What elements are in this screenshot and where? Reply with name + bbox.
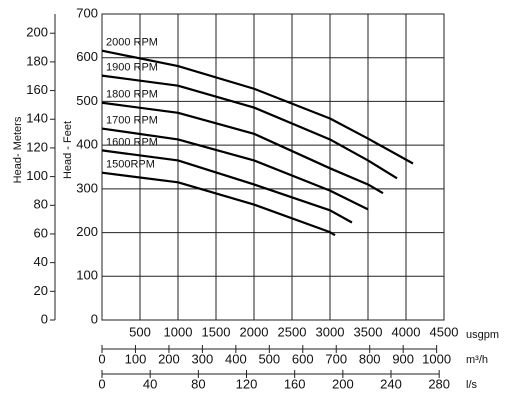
x-tick-label: 500	[129, 324, 151, 339]
x2-tick-label: 400	[225, 351, 247, 366]
x-tick-label: 1500	[202, 324, 231, 339]
x-axis-title: usgpm	[466, 329, 499, 341]
x-tick-label: 2000	[240, 324, 269, 339]
y2-tick-label: 200	[26, 25, 48, 40]
curve-label: 1900 RPM	[106, 62, 158, 74]
curve	[101, 149, 353, 224]
y-tick-label: 600	[76, 49, 98, 64]
x2-tick-label: 600	[292, 351, 314, 366]
y2-tick-label: 0	[41, 311, 48, 326]
x-tick-label: 1000	[164, 324, 193, 339]
y2-tick-label: 80	[34, 197, 48, 212]
x2-tick-label: 1000	[422, 351, 451, 366]
y-tick-label: 0	[91, 311, 98, 326]
x2-tick-label: 300	[192, 351, 214, 366]
x2-tick-label: 500	[258, 351, 280, 366]
x3-tick-label: 280	[428, 376, 450, 391]
x2-tick-label: 800	[359, 351, 381, 366]
x2-tick-label: 0	[98, 351, 105, 366]
curve	[101, 127, 369, 211]
y2-tick-label: 180	[26, 53, 48, 68]
curve-label: 1700 RPM	[106, 114, 158, 126]
x-tick-label: 2500	[278, 324, 307, 339]
y-axis-title: Head - Feet	[62, 121, 74, 179]
x-tick-label: 3500	[354, 324, 383, 339]
x3-tick-label: 200	[332, 376, 354, 391]
x3-tick-label: 120	[236, 376, 258, 391]
y-tick-label: 500	[76, 93, 98, 108]
x3-tick-label: 40	[143, 376, 157, 391]
x3-tick-label: 160	[284, 376, 306, 391]
y2-tick-label: 160	[26, 82, 48, 97]
y2-tick-label: 140	[26, 111, 48, 126]
y2-tick-label: 40	[34, 254, 48, 269]
curve-label: 2000 RPM	[106, 37, 158, 49]
x3-tick-label: 240	[380, 376, 402, 391]
y2-tick-label: 100	[26, 168, 48, 183]
x2-tick-label: 200	[158, 351, 180, 366]
y-tick-label: 300	[76, 180, 98, 195]
x3-axis-title: l/s	[466, 379, 478, 391]
y2-tick-label: 60	[34, 225, 48, 240]
curve-label: 1600 RPM	[106, 136, 158, 148]
x2-tick-label: 900	[392, 351, 414, 366]
x3-tick-label: 0	[98, 376, 105, 391]
curve	[101, 101, 384, 195]
curve-label: 1500RPM	[106, 159, 155, 171]
curve	[101, 171, 336, 237]
y2-tick-label: 120	[26, 139, 48, 154]
x2-tick-label: 700	[325, 351, 347, 366]
curve	[101, 74, 398, 180]
y-tick-label: 200	[76, 224, 98, 239]
x2-tick-label: 100	[125, 351, 147, 366]
y2-axis-title: Head- Meters	[12, 116, 24, 183]
x3-tick-label: 80	[191, 376, 205, 391]
y-tick-label: 400	[76, 137, 98, 152]
x-tick-label: 4500	[430, 324, 459, 339]
y2-tick-label: 20	[34, 283, 48, 298]
curve-label: 1800 RPM	[106, 89, 158, 101]
x-tick-label: 4000	[392, 324, 421, 339]
curve	[101, 49, 414, 165]
x-tick-label: 3000	[316, 324, 345, 339]
y-tick-label: 700	[76, 5, 98, 20]
x2-axis-title: m³/h	[466, 354, 488, 366]
y-tick-label: 100	[76, 268, 98, 283]
